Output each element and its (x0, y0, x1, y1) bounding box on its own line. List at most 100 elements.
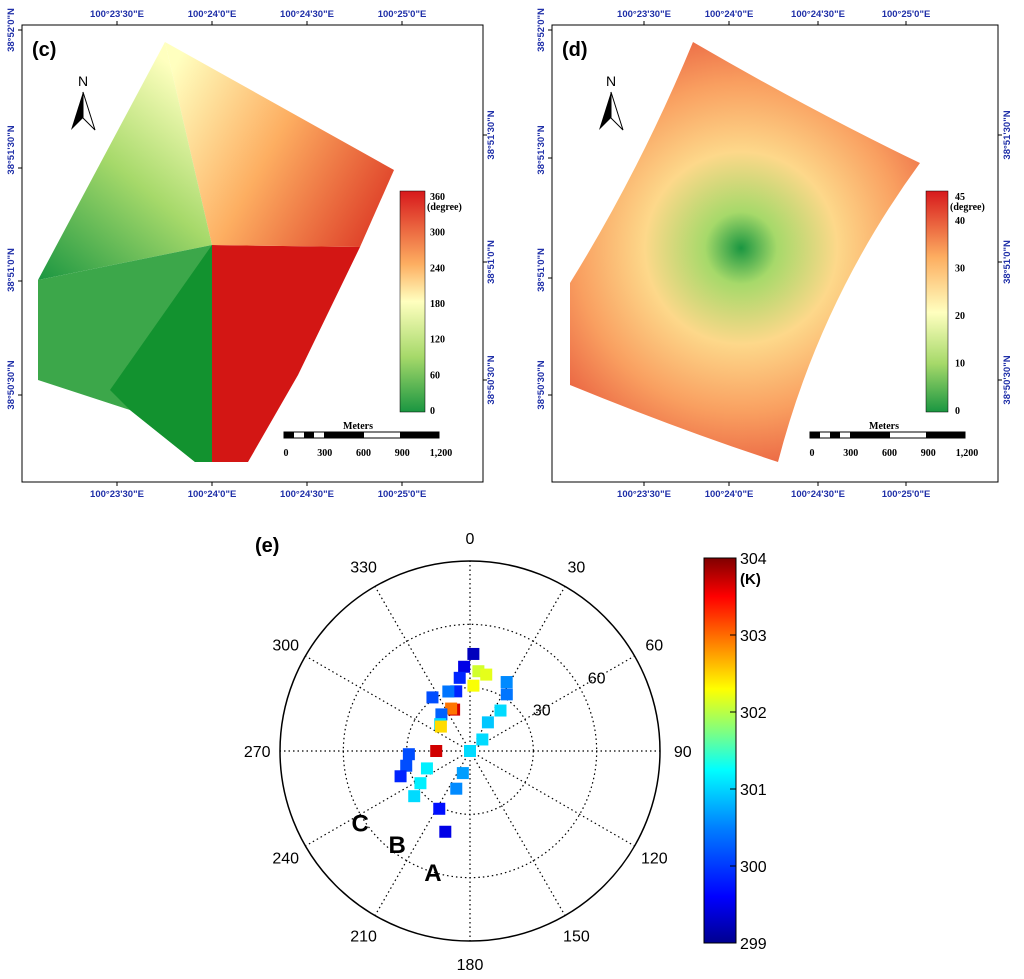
scalebar-label: 0 (284, 448, 289, 459)
polar-data-point (426, 691, 439, 704)
north-arrow-icon-half (82, 91, 96, 131)
polar-data-point (500, 676, 513, 689)
polar-series-labels: ABC (352, 810, 442, 887)
scalebar-label: 1,200 (430, 448, 453, 459)
aspect-surface (38, 42, 394, 462)
north-arrow-icon (71, 92, 83, 130)
lon-label-top: 100°25'0"E (882, 9, 931, 20)
scalebar-label: 1,200 (956, 448, 979, 459)
polar-spoke (469, 655, 635, 752)
colorbar-tick-label: 300 (740, 859, 767, 876)
aspect-sector-north-east (165, 42, 394, 247)
lon-label-top: 100°24'0"E (188, 9, 237, 20)
polar-radial-label: 60 (588, 671, 606, 688)
polar-data-point (439, 825, 452, 838)
colorbar-unit-c: (degree) (427, 202, 462, 213)
polar-data-point (433, 802, 446, 815)
lat-label-left: 38°51'0"N (6, 248, 17, 292)
lat-label-right: 38°51'0"N (486, 240, 497, 284)
scalebar-label: 600 (356, 448, 371, 459)
north-arrow-d: N (599, 73, 624, 131)
polar-azimuth-label: 300 (272, 638, 299, 655)
polar-data-point (400, 759, 413, 772)
colorbar-unit-d: (degree) (950, 202, 985, 213)
polar-azimuth-label: 90 (674, 744, 692, 761)
lon-label-bottom: 100°24'0"E (188, 489, 237, 500)
polar-data-point (420, 762, 433, 775)
polar-spoke (374, 750, 471, 916)
polar-series-label: C (352, 810, 369, 837)
polar-data-point (467, 679, 480, 692)
panel-label-e: (e) (255, 535, 279, 557)
polar-data-point (458, 660, 471, 673)
lon-label-bottom: 100°23'30"E (617, 489, 671, 500)
scalebar-label: 600 (882, 448, 897, 459)
polar-spoke (305, 750, 471, 847)
lat-label-right: 38°50'30"N (1002, 355, 1013, 404)
lat-label-left: 38°52'0"N (536, 8, 547, 52)
polar-azimuth-label: 180 (457, 957, 484, 974)
lon-label-bottom: 100°24'30"E (280, 489, 334, 500)
polar-azimuth-label: 270 (244, 744, 271, 761)
lon-label-bottom: 100°23'30"E (90, 489, 144, 500)
polar-data-point (394, 770, 407, 783)
north-arrow-label: N (78, 73, 88, 89)
polar-data-point (467, 647, 480, 660)
polar-data-point (453, 671, 466, 684)
lat-label-right: 38°51'0"N (1002, 240, 1013, 284)
colorbar-c (399, 190, 426, 413)
polar-data-point (450, 782, 463, 795)
slope-surface (570, 42, 920, 462)
colorbar-tick-label: 299 (740, 936, 767, 953)
polar-data-point (435, 708, 448, 721)
polar-data-point (464, 745, 476, 757)
colorbar-tick-label: 30 (955, 263, 965, 274)
scalebar-label: 300 (843, 448, 858, 459)
colorbar-tick-label: 60 (430, 370, 440, 381)
polar-data-point (408, 790, 421, 803)
scalebar-label: 300 (317, 448, 332, 459)
polar-series-label: B (389, 832, 406, 859)
colorbar-tick-label: 360 (430, 192, 445, 203)
lat-label-left: 38°51'30"N (536, 125, 547, 174)
colorbar-ticks-c: 360 300 240 180 120 60 0 (430, 192, 445, 417)
polar-series-label: A (424, 860, 441, 887)
lon-label-bottom: 100°24'0"E (705, 489, 754, 500)
lat-label-right: 38°51'30"N (486, 110, 497, 159)
colorbar-tick-label: 10 (955, 358, 965, 369)
scalebar-title-d: Meters (869, 421, 899, 432)
polar-data-point (500, 688, 513, 701)
lon-label-top: 100°23'30"E (617, 9, 671, 20)
polar-azimuth-label: 210 (350, 928, 377, 945)
polar-data-point (442, 685, 455, 698)
aspect-sector-north-west (38, 42, 212, 280)
lon-label-top: 100°24'30"E (791, 9, 845, 20)
panel-d: (d) N 45 40 30 20 10 0 (degree) Meters 0 300 60… (536, 8, 1013, 500)
colorbar-e (703, 557, 737, 944)
polar-spoke (374, 586, 471, 752)
polar-grid: 0 30 60 90 120 150 180 210 240 270 300 330 30 60 (244, 531, 692, 974)
lon-label-bottom: 100°24'30"E (791, 489, 845, 500)
frame-ticks-c (18, 21, 487, 486)
colorbar-tick-label: 40 (955, 216, 965, 227)
polar-data-point (494, 704, 507, 717)
colorbar-tick-label: 180 (430, 299, 445, 310)
colorbar-tick-label: 0 (430, 406, 435, 417)
colorbar-tick-label: 0 (955, 406, 960, 417)
colorbar-tick-label: 240 (430, 263, 445, 274)
lat-label-left: 38°51'0"N (536, 248, 547, 292)
colorbar-tick-label: 301 (740, 782, 767, 799)
panel-label-c: (c) (32, 39, 56, 61)
scalebar-d: Meters 0 300 600 900 1,200 (809, 421, 979, 459)
polar-points (394, 647, 513, 838)
colorbar-tick-label: 120 (430, 335, 445, 346)
colorbar-tick-label: 303 (740, 628, 767, 645)
lat-label-right: 38°51'30"N (1002, 110, 1013, 159)
aspect-sector-south (110, 245, 212, 462)
colorbar-ticks-e: 304 303 302 301 300 299 (730, 551, 767, 953)
scalebar-label: 900 (395, 448, 410, 459)
north-arrow-icon (599, 92, 611, 130)
polar-data-point (434, 720, 447, 733)
lon-label-bottom: 100°25'0"E (882, 489, 931, 500)
